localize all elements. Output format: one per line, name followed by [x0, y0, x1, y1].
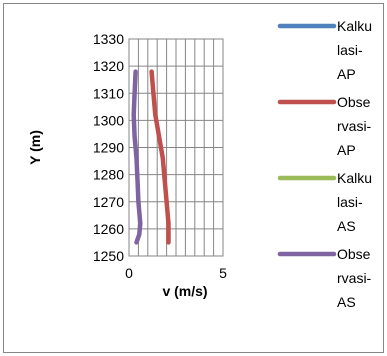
x-axis-title: v (m/s) [162, 283, 207, 299]
legend-label-line: AS [337, 218, 356, 234]
legend-label-line: Kalku [337, 170, 372, 186]
series-layer [131, 69, 171, 245]
y-tick-label: 1300 [93, 112, 124, 128]
series-line-observasi-ap [149, 69, 171, 245]
legend-label-line: AS [337, 294, 356, 310]
y-tick-label: 1270 [93, 194, 124, 210]
y-tick-label: 1320 [93, 58, 124, 74]
x-tick-label: 0 [125, 265, 133, 281]
legend-label-line: Obse [337, 94, 371, 110]
y-tick-label: 1260 [93, 221, 124, 237]
legend-label-line: AP [337, 142, 356, 158]
y-tick-label: 1330 [93, 31, 124, 47]
grid-layer [128, 38, 224, 257]
legend-label-line: Kalku [337, 18, 372, 34]
x-tick-label: 5 [219, 265, 227, 281]
plot-area-border [128, 38, 224, 257]
legend-label-line: lasi- [337, 42, 363, 58]
y-tick-label: 1250 [93, 248, 124, 264]
legend-label-line: AP [337, 66, 356, 82]
legend: Kalku lasi- AP Obse rvasi- AP Kalku lasi- AS Obse… [277, 18, 372, 310]
y-tick-label: 1310 [93, 85, 124, 101]
y-axis-title: Y (m) [27, 130, 43, 165]
y-tick-labels: 1250 1260 1270 1280 1290 1300 1310 1320 1330 [93, 31, 124, 264]
legend-label-line: rvasi- [337, 118, 372, 134]
legend-label-line: Obse [337, 246, 371, 262]
y-tick-label: 1290 [93, 140, 124, 156]
series-line-observasi-as [131, 69, 143, 245]
y-tick-label: 1280 [93, 167, 124, 183]
legend-label-line: rvasi- [337, 270, 372, 286]
legend-label-line: lasi- [337, 194, 363, 210]
